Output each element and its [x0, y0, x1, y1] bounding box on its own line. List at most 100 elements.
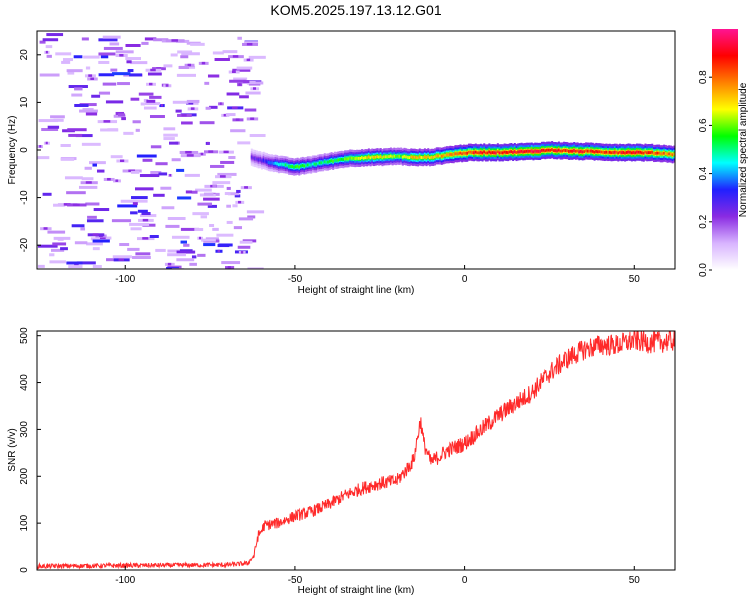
signal-track-cell: [367, 155, 370, 159]
signal-track-cell: [333, 158, 336, 162]
noise-speckle: [132, 255, 151, 259]
signal-track-cell: [508, 150, 511, 154]
noise-speckle-core: [186, 154, 194, 157]
noise-speckle: [47, 230, 66, 234]
signal-track-cell: [613, 150, 616, 154]
signal-track-cell: [372, 156, 375, 159]
signal-track-cell: [498, 151, 501, 155]
noise-speckle: [37, 264, 45, 268]
signal-track-cell: [563, 148, 566, 152]
noise-speckle: [177, 50, 193, 54]
noise-speckle: [107, 128, 119, 132]
colorbar-tick-label: 0.4: [698, 166, 709, 180]
signal-track-cell: [457, 152, 460, 156]
signal-track-cell: [350, 156, 353, 160]
noise-speckle: [127, 69, 134, 73]
noise-speckle: [197, 253, 206, 257]
signal-track-cell: [267, 161, 270, 164]
noise-speckle: [125, 43, 141, 47]
snr-xtick-label: -100: [115, 575, 135, 586]
signal-track-cell: [649, 151, 652, 155]
signal-track-cell: [491, 151, 494, 154]
noise-speckle: [209, 105, 218, 109]
noise-speckle: [129, 73, 142, 77]
signal-track-cell: [437, 154, 440, 158]
noise-speckle: [52, 242, 67, 246]
noise-speckle: [85, 66, 91, 70]
noise-speckle: [204, 81, 210, 85]
snr-ytick-label: 200: [19, 467, 30, 484]
noise-speckle: [150, 145, 162, 149]
noise-speckle: [214, 57, 230, 61]
noise-speckle: [117, 204, 138, 208]
signal-track-cell: [467, 150, 470, 154]
noise-speckle: [100, 55, 109, 59]
signal-track-cell: [630, 151, 633, 155]
signal-track-cell: [610, 151, 613, 155]
noise-speckle: [41, 128, 59, 132]
noise-speckle: [209, 224, 215, 228]
noise-speckle: [228, 156, 236, 160]
signal-track-cell: [335, 159, 338, 162]
noise-speckle: [233, 77, 248, 81]
signal-track-cell: [357, 156, 360, 160]
noise-speckle: [131, 196, 148, 200]
colorbar-ticks: 0.0 0.2 0.4 0.6 0.8: [698, 70, 712, 277]
snr-xtick-label: -50: [288, 575, 303, 586]
signal-track-cell: [517, 150, 520, 154]
noise-speckle: [212, 181, 231, 185]
noise-speckle: [130, 61, 148, 65]
noise-speckle: [61, 60, 71, 64]
noise-speckle-core: [99, 236, 106, 240]
signal-track-cell: [347, 157, 350, 161]
signal-track-cell: [250, 155, 253, 159]
signal-track-cell: [294, 165, 297, 169]
noise-speckle: [67, 128, 87, 132]
noise-speckle: [139, 214, 157, 218]
signal-track-cell: [496, 150, 499, 154]
noise-speckle: [81, 142, 101, 146]
noise-speckle: [92, 247, 100, 251]
noise-speckle: [190, 42, 205, 46]
signal-track-cell: [435, 154, 438, 158]
signal-track-cell: [337, 158, 340, 162]
noise-speckle-core: [142, 237, 149, 240]
signal-track-cell: [315, 162, 318, 166]
noise-speckle-core: [206, 141, 209, 145]
signal-track-cell: [413, 155, 416, 159]
signal-track-cell: [259, 158, 262, 162]
noise-speckle: [92, 265, 102, 269]
signal-track-cell: [386, 155, 389, 159]
noise-speckle: [217, 172, 237, 176]
noise-speckle: [68, 133, 83, 137]
noise-speckle: [163, 133, 178, 137]
noise-speckle-core: [185, 150, 192, 154]
noise-speckle: [186, 101, 194, 105]
signal-track-cell: [264, 159, 267, 163]
figure-title: KOM5.2025.197.13.12.G01: [270, 2, 441, 18]
noise-speckle: [109, 42, 120, 46]
noise-speckle: [195, 188, 212, 192]
signal-track-cell: [652, 152, 655, 155]
signal-track-cell: [505, 150, 508, 154]
noise-speckle: [127, 247, 140, 251]
spectrogram-xtick-label: -50: [288, 274, 303, 285]
signal-track-cell: [310, 163, 313, 167]
signal-track-cell: [384, 155, 387, 159]
signal-track-cell: [635, 150, 638, 154]
noise-speckle: [130, 97, 140, 101]
signal-track-cell: [262, 158, 265, 162]
signal-track-cell: [276, 162, 279, 166]
signal-track-cell: [527, 149, 530, 153]
signal-track-cell: [296, 164, 299, 168]
noise-speckle: [112, 255, 132, 259]
noise-speckle-core: [219, 175, 226, 178]
noise-speckle: [117, 113, 126, 117]
signal-track-cell: [464, 151, 467, 155]
signal-track-cell: [444, 153, 447, 157]
noise-speckle: [119, 243, 130, 247]
signal-track-cell: [418, 155, 421, 159]
noise-speckle: [230, 129, 246, 133]
noise-speckle: [181, 121, 193, 125]
signal-track-cell: [535, 149, 538, 153]
